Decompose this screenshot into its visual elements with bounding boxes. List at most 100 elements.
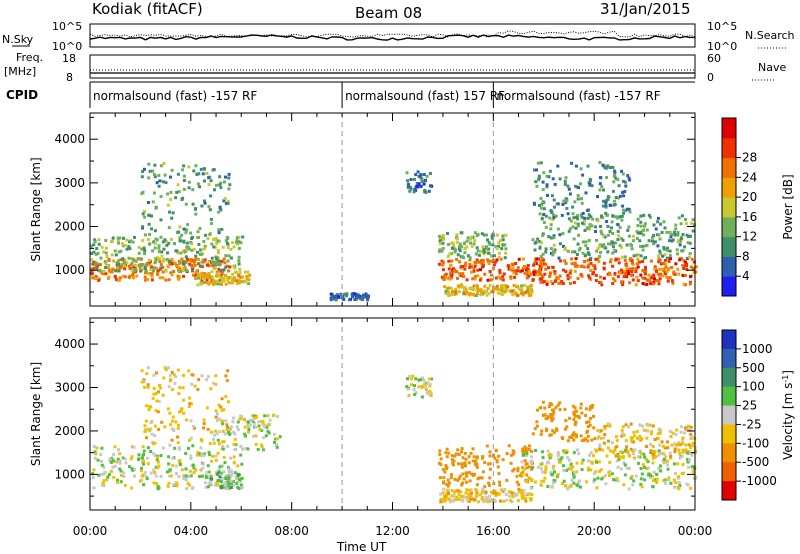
data-cell [499,238,502,242]
data-cell [154,409,158,413]
data-cell [146,446,150,450]
data-cell [221,245,225,249]
data-cell [539,406,543,410]
data-cell [209,481,213,485]
data-cell [148,429,152,433]
data-cell [641,269,645,272]
data-cell [167,278,171,282]
data-cell [237,280,241,284]
data-cell [567,217,571,221]
data-cell [583,216,587,220]
data-cell [616,479,620,483]
data-cell [525,272,529,276]
data-cell [538,268,541,271]
data-cell [199,252,203,256]
data-cell [481,496,485,499]
data-cell [181,267,185,271]
data-cell [171,456,175,460]
data-cell [176,251,180,255]
data-cell [90,267,94,271]
data-cell [437,249,441,253]
data-cell [158,260,162,263]
data-cell [490,254,494,258]
data-cell [541,456,545,459]
data-cell [97,278,101,282]
data-cell [92,486,96,490]
data-cell [562,479,566,483]
data-cell [448,277,452,281]
data-cell [522,467,526,471]
data-cell [642,228,646,232]
data-cell [590,184,594,188]
data-cell [179,239,183,243]
data-cell [541,450,545,454]
data-cell [517,487,521,491]
data-cell [123,267,127,271]
data-cell [473,472,476,476]
data-cell [186,482,190,485]
data-cell [458,272,462,276]
data-cell [587,274,591,278]
data-cell [509,453,513,457]
data-cell [677,216,681,220]
data-cell [138,257,142,261]
data-cell [207,275,211,279]
data-cell [443,276,447,280]
data-cell [152,373,156,377]
data-cell [173,261,177,265]
colorbar-swatch [722,177,736,198]
data-cell [620,218,624,222]
data-cell [680,454,684,458]
data-cell [473,260,477,264]
data-cell [589,256,593,260]
data-cell [574,414,578,418]
data-cell [505,498,509,502]
data-cell [356,293,360,297]
data-cell [200,278,204,282]
data-cell [598,182,602,186]
data-cell [215,242,219,245]
data-cell [127,465,131,469]
data-cell [574,226,578,230]
data-cell [409,187,413,191]
data-cell [614,196,618,199]
data-cell [694,265,698,269]
data-cell [147,404,151,408]
data-cell [619,467,623,471]
data-cell [617,184,621,188]
data-cell [605,454,609,458]
data-cell [608,460,612,464]
data-cell [167,241,171,245]
data-cell [205,406,209,410]
data-cell [428,390,432,394]
data-cell [176,441,180,445]
data-cell [681,450,685,454]
data-cell [604,199,608,203]
data-cell [185,269,189,272]
data-cell [663,253,667,257]
data-cell [232,430,236,434]
data-cell [572,475,576,479]
data-cell [509,499,513,503]
data-cell [552,213,555,217]
data-cell [666,463,669,467]
data-cell [215,274,219,278]
data-cell [193,384,197,388]
data-cell [494,245,498,249]
nsky-tick-top: 10^5 [52,20,82,33]
data-cell [235,240,239,244]
data-cell [247,430,251,434]
data-cell [553,279,557,283]
data-cell [536,273,540,277]
data-cell [600,232,604,235]
data-cell [457,497,461,501]
data-cell [480,290,483,294]
data-cell [521,470,525,474]
data-cell [675,428,679,432]
data-cell [438,248,442,252]
data-cell [639,244,643,248]
data-cell [166,251,169,255]
data-cell [216,471,220,475]
data-cell [544,225,548,229]
data-cell [93,450,97,454]
